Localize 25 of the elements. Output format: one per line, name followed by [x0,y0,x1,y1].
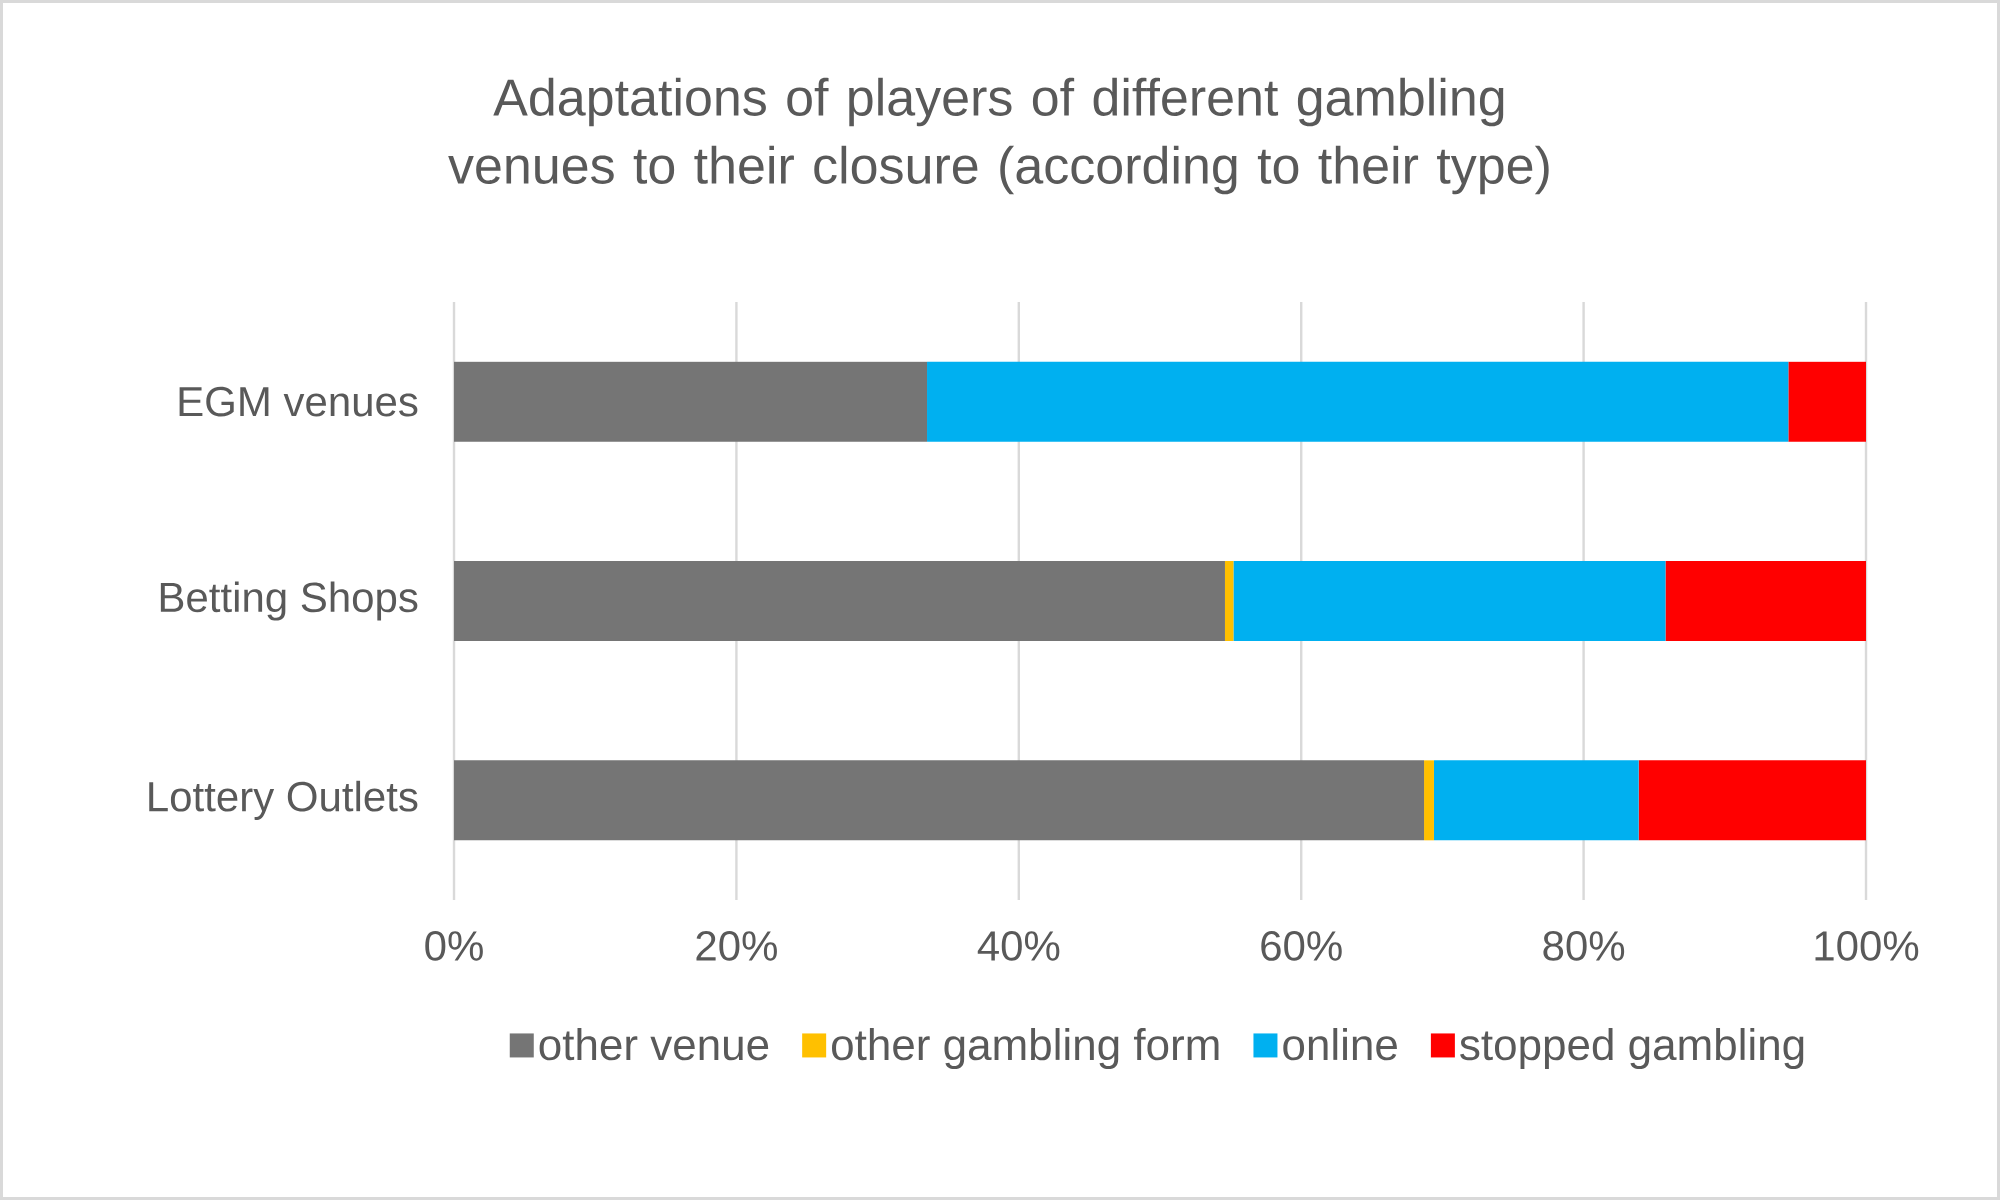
bar [1638,760,1867,841]
y-tick-label: Betting Shops [160,581,418,621]
bar [1424,760,1434,841]
x-tick-label: 80% [1543,931,1625,961]
bar [1233,561,1666,641]
x-tick-label: 40% [977,931,1060,961]
y-tick-label: EGM venues [179,386,418,417]
bar [454,361,928,442]
bar [1433,760,1639,841]
y-tick-label: Lottery Outlets [149,780,418,820]
bar [1665,561,1867,641]
bar [454,760,1425,841]
bar [1788,361,1867,442]
bar [927,361,1789,442]
legend-label: other venue [539,1027,769,1061]
chart-title: Adaptations of players of different gambling venues to their closure (according to their type) [448,77,1549,195]
legend-label: other gambling form [832,1027,1219,1070]
x-tick-label: 20% [696,931,777,961]
x-tick-label: 0% [425,931,483,961]
legend-label: stopped gambling [1460,1027,1804,1070]
x-tick-label: 100% [1815,931,1919,961]
bar [1224,561,1234,641]
legend-label: online [1283,1027,1397,1061]
bar [454,561,1225,641]
x-tick-label: 60% [1261,931,1342,961]
